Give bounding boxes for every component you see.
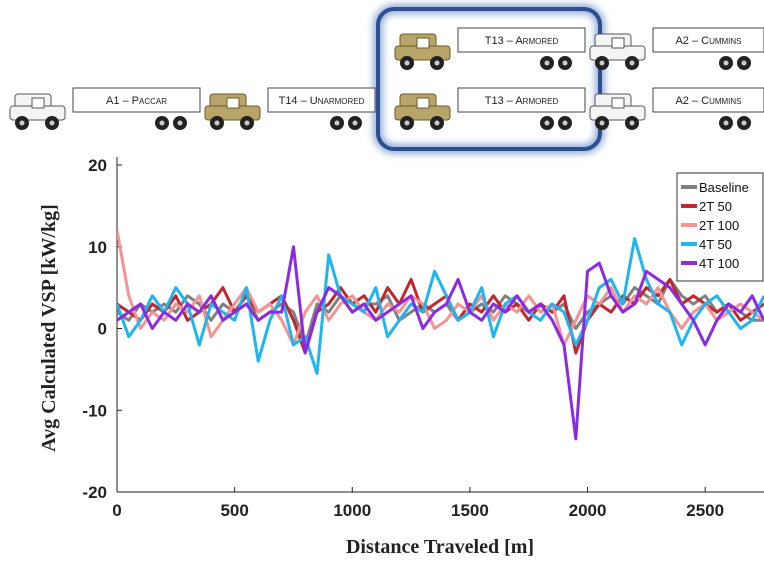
hub: [244, 120, 250, 126]
hub: [404, 120, 410, 126]
hub: [629, 60, 635, 66]
x-tick-label: 2000: [569, 501, 607, 520]
y-tick-label: 20: [88, 156, 107, 175]
y-tick-label: 0: [98, 320, 107, 339]
hub: [741, 120, 747, 126]
x-tick-label: 1000: [333, 501, 371, 520]
hub: [599, 120, 605, 126]
hub: [177, 120, 183, 126]
hub: [544, 120, 550, 126]
legend-label: 4T 100: [699, 256, 739, 271]
x-axis-label: Distance Traveled [m]: [346, 536, 534, 558]
legend-label: 2T 100: [699, 218, 739, 233]
truck-label: A1 – Paccar: [106, 95, 167, 107]
truck-window: [416, 97, 430, 109]
x-tick-label: 1500: [451, 501, 489, 520]
y-tick-label: -10: [82, 401, 107, 420]
hub: [434, 120, 440, 126]
y-tick-label: -20: [82, 483, 107, 502]
legend-label: 2T 50: [699, 199, 732, 214]
hub: [599, 60, 605, 66]
x-tick-label: 2500: [686, 501, 724, 520]
truck-window: [226, 97, 240, 109]
truck-window: [31, 97, 45, 109]
legend-label: Baseline: [699, 180, 749, 195]
truck: A1 – Paccar: [9, 87, 201, 130]
series-line: [117, 245, 764, 441]
truck-window: [416, 37, 430, 49]
truck: A2 – Cummins: [589, 27, 764, 70]
x-tick-label: 0: [112, 501, 121, 520]
trailer: [652, 87, 764, 113]
truck-label: T14 – Unarmored: [279, 95, 365, 107]
truck-label: A2 – Cummins: [675, 35, 741, 47]
trailer: [652, 27, 764, 53]
hub: [562, 60, 568, 66]
hub: [629, 120, 635, 126]
series-line: [117, 277, 764, 355]
hub: [214, 120, 220, 126]
legend-label: 4T 50: [699, 237, 732, 252]
truck: T13 – Armored: [394, 87, 586, 130]
hub: [723, 120, 729, 126]
series-line: [117, 237, 764, 375]
truck-label: T13 – Armored: [485, 95, 559, 107]
hub: [404, 60, 410, 66]
hub: [352, 120, 358, 126]
hub: [19, 120, 25, 126]
y-tick-label: 10: [88, 238, 107, 257]
truck-label: A2 – Cummins: [675, 95, 741, 107]
hub: [741, 60, 747, 66]
truck-window: [611, 97, 625, 109]
truck: A2 – Cummins: [589, 87, 764, 130]
trailer: [267, 87, 376, 113]
hub: [49, 120, 55, 126]
hub: [434, 60, 440, 66]
trailer: [457, 87, 586, 113]
highlight-box: [376, 7, 602, 151]
x-tick-label: 500: [220, 501, 248, 520]
truck: T13 – Armored: [394, 27, 586, 70]
hub: [562, 120, 568, 126]
truck-label: T13 – Armored: [485, 35, 559, 47]
trailer: [457, 27, 586, 53]
truck-illustrations: T13 – Armored A2 – Cummins A1 – Paccar T14 …: [9, 27, 764, 130]
hub: [334, 120, 340, 126]
y-axis-label: Avg Calculated VSP [kW/kg]: [38, 204, 60, 452]
hub: [723, 60, 729, 66]
truck: T14 – Unarmored: [204, 87, 376, 130]
hub: [544, 60, 550, 66]
plot-area: -20 -10 0 10 20 0 500 1000 1500 2000 2500 Baseline 2…: [82, 156, 764, 520]
hub: [159, 120, 165, 126]
truck-window: [611, 37, 625, 49]
trailer: [72, 87, 201, 113]
